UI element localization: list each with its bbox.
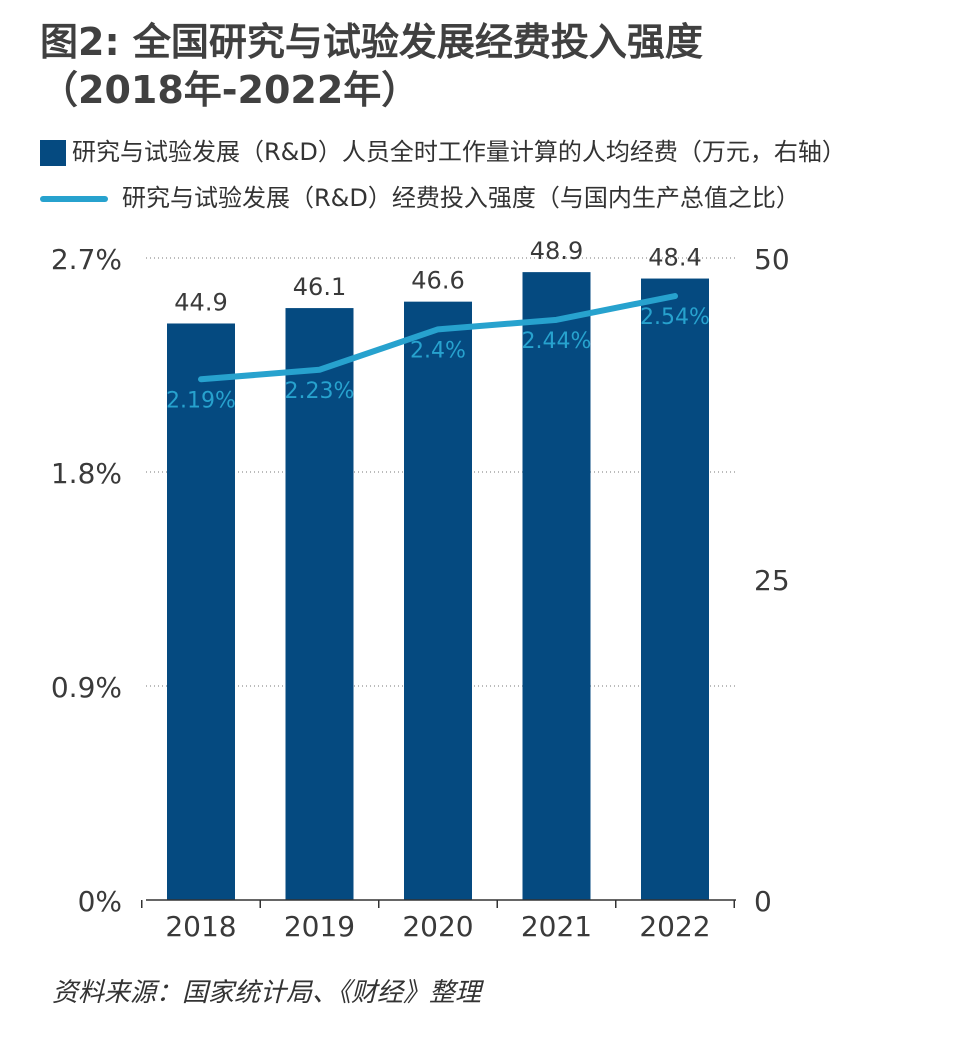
legend-item-line: 研究与试验发展（R&D）经费投入强度（与国内生产总值之比）: [40, 178, 940, 213]
right-axis-tick-label: 0: [754, 885, 772, 918]
chart-canvas: 0% 0.9% 1.8% 2.7% 0 25 50 44.9 46.1 46.6 48.9 48.4 2…: [51, 237, 790, 943]
legend-line-swatch: [40, 196, 108, 202]
bar-value-label: 48.4: [648, 244, 701, 272]
bar-value-label: 44.9: [174, 288, 227, 316]
bar: [641, 278, 709, 900]
legend-bar-swatch: [40, 140, 66, 166]
left-axis-tick-label: 1.8%: [51, 457, 122, 490]
title-line-2: （2018年-2022年）: [40, 68, 420, 112]
bar: [522, 272, 591, 900]
source-note: 资料来源：国家统计局、《财经》整理: [52, 978, 482, 1008]
x-axis-category-label: 2022: [639, 910, 710, 943]
line-value-label: 2.4%: [410, 338, 466, 363]
title-line-1: 图2: 全国研究与试验发展经费投入强度: [40, 20, 703, 64]
x-axis-category-label: 2021: [521, 910, 592, 943]
bar-value-label: 48.9: [530, 237, 583, 265]
bar: [285, 308, 354, 900]
legend-line-label: 研究与试验发展（R&D）经费投入强度（与国内生产总值之比）: [122, 184, 800, 212]
bar: [404, 301, 472, 900]
line-value-label: 2.54%: [640, 305, 710, 330]
left-axis-tick-label: 0.9%: [51, 671, 122, 704]
bar-value-label: 46.1: [293, 273, 346, 301]
chart-title: 图2: 全国研究与试验发展经费投入强度 （2018年-2022年）: [40, 18, 940, 114]
line-value-label: 2.19%: [166, 388, 236, 413]
legend-item-bar: 研究与试验发展（R&D）人员全时工作量计算的人均经费（万元，右轴）: [40, 132, 940, 167]
right-axis-tick-label: 25: [754, 564, 790, 597]
left-axis-tick-label: 2.7%: [51, 243, 122, 276]
legend-bar-label: 研究与试验发展（R&D）人员全时工作量计算的人均经费（万元，右轴）: [72, 138, 846, 166]
right-axis-tick-label: 50: [754, 243, 790, 276]
bar-value-label: 46.6: [411, 267, 464, 295]
x-axis-category-label: 2019: [284, 910, 355, 943]
left-axis-tick-label: 0%: [78, 885, 122, 918]
line-series: [198, 293, 678, 383]
x-axis-category-label: 2020: [402, 910, 473, 943]
line-value-label: 2.23%: [285, 379, 355, 404]
line-value-label: 2.44%: [522, 329, 592, 354]
bar: [167, 323, 235, 900]
x-axis-category-label: 2018: [165, 910, 236, 943]
